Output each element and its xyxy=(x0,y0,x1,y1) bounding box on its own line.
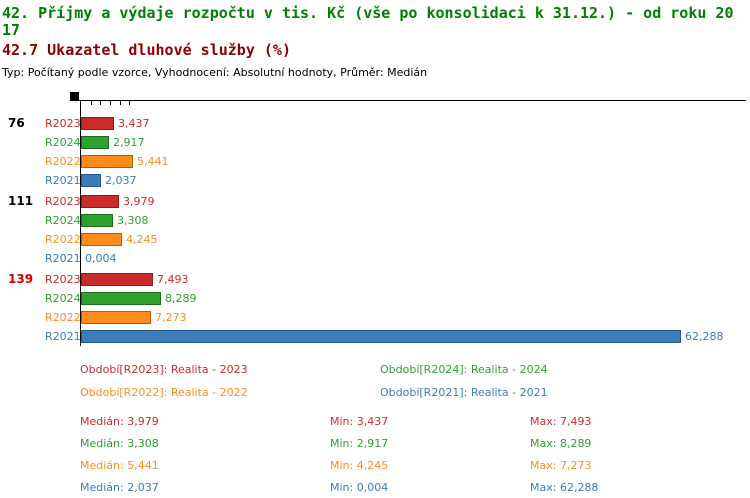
stat-min-R2023: Min: 3,437 xyxy=(330,415,389,428)
legend-item-R2024: Období[R2024]: Realita - 2024 xyxy=(380,363,548,376)
axis-tick xyxy=(110,100,111,105)
bar-R2022 xyxy=(81,233,122,246)
bar-R2024 xyxy=(81,292,161,305)
bar-R2022 xyxy=(81,155,133,168)
axis-tick xyxy=(129,100,130,105)
legend-item-R2021: Období[R2021]: Realita - 2021 xyxy=(380,386,548,399)
legend-item-R2022: Období[R2022]: Realita - 2022 xyxy=(80,386,248,399)
y-axis-line xyxy=(80,100,81,346)
axis-tick xyxy=(120,100,121,105)
bar-R2023 xyxy=(81,117,114,130)
bar-R2022 xyxy=(81,311,151,324)
stat-min-R2022: Min: 4,245 xyxy=(330,459,389,472)
bar-period-label: R2022 xyxy=(45,311,81,324)
bar-value-label: 2,917 xyxy=(113,136,145,149)
axis-tick xyxy=(91,100,92,105)
group-label: 111 xyxy=(8,194,34,208)
axis-tick xyxy=(100,100,101,105)
page-title-line1: 42. Příjmy a výdaje rozpočtu v tis. Kč (… xyxy=(2,4,734,22)
bar-value-label: 62,288 xyxy=(685,330,724,343)
stat-max-R2024: Max: 8,289 xyxy=(530,437,592,450)
group-label: 139 xyxy=(8,272,34,286)
bar-period-label: R2022 xyxy=(45,233,81,246)
bar-R2021 xyxy=(81,330,681,343)
stat-median-R2022: Medián: 5,441 xyxy=(80,459,159,472)
bar-value-label: 7,273 xyxy=(155,311,187,324)
bar-period-label: R2024 xyxy=(45,136,81,149)
bar-period-label: R2023 xyxy=(45,273,81,286)
bar-value-label: 3,979 xyxy=(123,195,155,208)
legend-item-R2023: Období[R2023]: Realita - 2023 xyxy=(80,363,248,376)
bar-R2024 xyxy=(81,214,113,227)
group-label: 76 xyxy=(8,116,25,130)
stat-min-R2024: Min: 2,917 xyxy=(330,437,389,450)
bar-R2024 xyxy=(81,136,109,149)
bar-value-label: 2,037 xyxy=(105,174,137,187)
bar-value-label: 0,004 xyxy=(85,252,117,265)
stat-median-R2023: Medián: 3,979 xyxy=(80,415,159,428)
bar-value-label: 4,245 xyxy=(126,233,158,246)
stat-max-R2022: Max: 7,273 xyxy=(530,459,592,472)
bar-R2023 xyxy=(81,273,153,286)
chart-meta-info: Typ: Počítaný podle vzorce, Vyhodnocení:… xyxy=(2,66,428,79)
bar-value-label: 3,308 xyxy=(117,214,149,227)
bar-R2021 xyxy=(81,174,101,187)
page-title-line2: 17 xyxy=(2,21,21,39)
bar-period-label: R2021 xyxy=(45,174,81,187)
bar-period-label: R2024 xyxy=(45,214,81,227)
stat-median-R2021: Medián: 2,037 xyxy=(80,481,159,494)
stat-median-R2024: Medián: 3,308 xyxy=(80,437,159,450)
chart-subtitle: 42.7 Ukazatel dluhové služby (%) xyxy=(2,41,291,59)
bar-period-label: R2021 xyxy=(45,252,81,265)
bar-value-label: 3,437 xyxy=(118,117,150,130)
axis-origin-marker xyxy=(70,92,79,101)
bar-period-label: R2023 xyxy=(45,195,81,208)
bar-R2023 xyxy=(81,195,119,208)
bar-value-label: 8,289 xyxy=(165,292,197,305)
x-axis-line xyxy=(72,100,746,101)
stat-max-R2021: Max: 62,288 xyxy=(530,481,599,494)
bar-value-label: 5,441 xyxy=(137,155,169,168)
stat-max-R2023: Max: 7,493 xyxy=(530,415,592,428)
bar-value-label: 7,493 xyxy=(157,273,189,286)
bar-period-label: R2024 xyxy=(45,292,81,305)
bar-period-label: R2023 xyxy=(45,117,81,130)
bar-period-label: R2022 xyxy=(45,155,81,168)
stat-min-R2021: Min: 0,004 xyxy=(330,481,389,494)
bar-period-label: R2021 xyxy=(45,330,81,343)
